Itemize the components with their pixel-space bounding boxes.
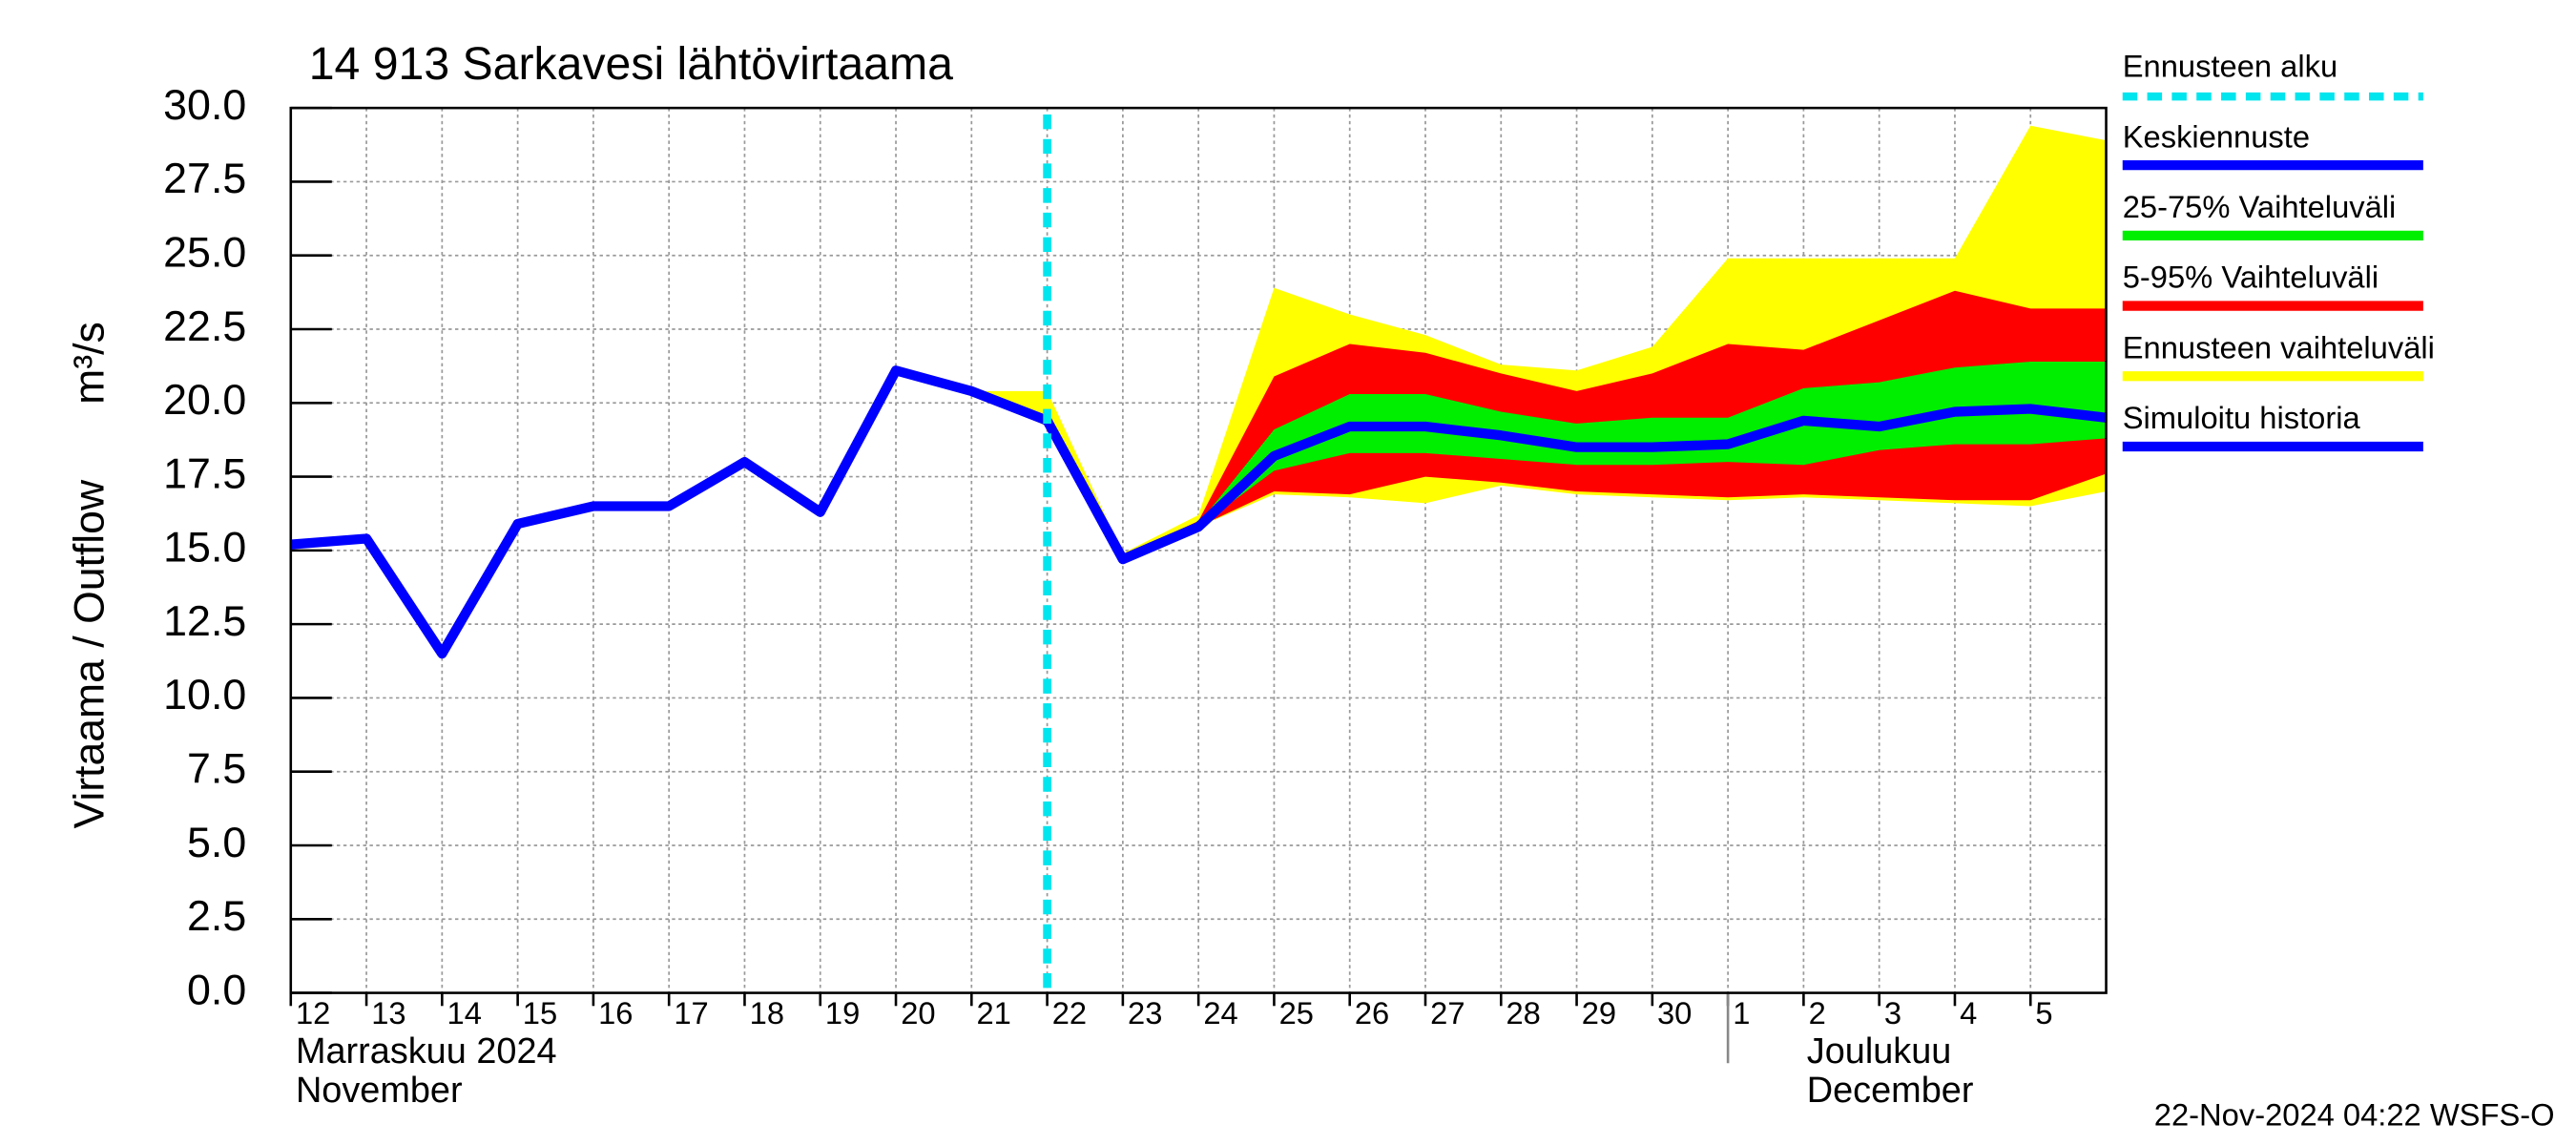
- legend-label: Ennusteen vaihteluväli: [2123, 330, 2435, 365]
- x-tick-label: 30: [1657, 995, 1692, 1030]
- x-tick-label: 24: [1203, 995, 1237, 1030]
- x-tick-label: 16: [598, 995, 633, 1030]
- x-tick-label: 27: [1430, 995, 1465, 1030]
- month-label: Joulukuu: [1807, 1031, 1952, 1072]
- band: [1047, 362, 2107, 560]
- plot-frame: [289, 106, 2108, 994]
- y-tick-label: 12.5: [163, 598, 246, 645]
- x-tick-label: 17: [674, 995, 708, 1030]
- y-tick-label: 15.0: [163, 525, 246, 572]
- month-label: December: [1807, 1071, 1974, 1111]
- legend-label: 5-95% Vaihteluväli: [2123, 260, 2379, 295]
- x-tick-label: 13: [371, 995, 405, 1030]
- month-label: November: [296, 1071, 463, 1111]
- y-tick-label: 17.5: [163, 450, 246, 497]
- footer: 22-Nov-2024 04:22 WSFS-O: [2154, 1097, 2555, 1133]
- x-tick-label: 4: [1960, 995, 1977, 1030]
- x-tick-label: 23: [1128, 995, 1162, 1030]
- line: [290, 365, 1049, 659]
- x-tick-label: 3: [1884, 995, 1901, 1030]
- x-tick-label: 19: [825, 995, 860, 1030]
- month-label: Marraskuu 2024: [296, 1031, 557, 1072]
- y-axis-label: Virtaama / Outflow: [66, 479, 113, 828]
- x-tick-label: 14: [447, 995, 482, 1030]
- y-tick-label: 25.0: [163, 230, 246, 277]
- x-tick-label: 18: [750, 995, 784, 1030]
- x-tick-label: 5: [2035, 995, 2052, 1030]
- x-tick-label: 20: [901, 995, 935, 1030]
- y-tick-label: 30.0: [163, 82, 246, 129]
- x-tick-label: 21: [976, 995, 1010, 1030]
- y-tick-label: 5.0: [187, 820, 246, 866]
- y-tick-label: 22.5: [163, 303, 246, 350]
- y-axis-unit: m³/s: [66, 322, 113, 405]
- legend-label: 25-75% Vaihteluväli: [2123, 189, 2397, 224]
- y-tick-label: 27.5: [163, 156, 246, 202]
- x-tick-label: 12: [296, 995, 330, 1030]
- x-tick-label: 1: [1733, 995, 1750, 1030]
- x-tick-label: 26: [1355, 995, 1389, 1030]
- x-tick-label: 25: [1279, 995, 1314, 1030]
- x-tick-label: 28: [1506, 995, 1540, 1030]
- x-tick-label: 15: [523, 995, 557, 1030]
- legend-label: Simuloitu historia: [2123, 400, 2361, 435]
- legend-label: Keskiennuste: [2123, 118, 2310, 154]
- line: [1043, 404, 2108, 565]
- y-tick-label: 20.0: [163, 377, 246, 424]
- y-tick-label: 10.0: [163, 672, 246, 718]
- legend-label: Ennusteen alku: [2123, 49, 2337, 84]
- chart-title: 14 913 Sarkavesi lähtövirtaama: [309, 38, 953, 90]
- y-tick-label: 2.5: [187, 893, 246, 940]
- y-tick-label: 0.0: [187, 967, 246, 1013]
- x-tick-label: 22: [1052, 995, 1087, 1030]
- x-tick-label: 2: [1809, 995, 1826, 1030]
- x-tick-label: 29: [1582, 995, 1616, 1030]
- y-tick-label: 7.5: [187, 746, 246, 793]
